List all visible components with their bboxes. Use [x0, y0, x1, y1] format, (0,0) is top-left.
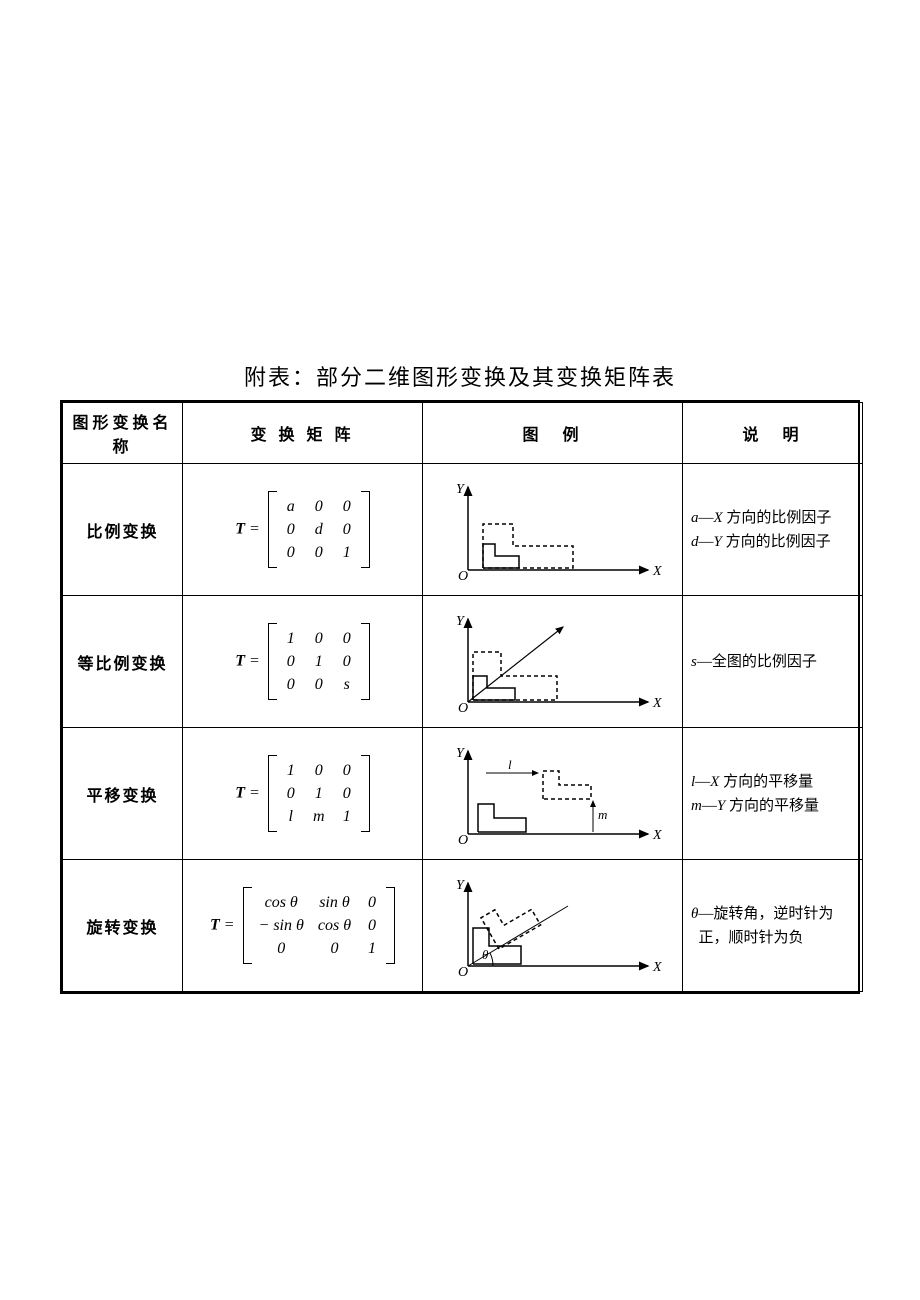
- svg-text:Y: Y: [456, 878, 466, 893]
- svg-text:X: X: [652, 564, 662, 579]
- row-matrix: T = a000d0001: [183, 464, 423, 596]
- row-figure: O X Y θ: [423, 860, 683, 992]
- row-desc: θ—旋转角，逆时针为 正，顺时针为负: [683, 860, 863, 992]
- svg-text:l: l: [508, 757, 512, 772]
- transform-table: 图形变换名称 变 换 矩 阵 图 例 说 明 比例变换 T = a000d000…: [60, 400, 860, 994]
- svg-text:O: O: [458, 701, 468, 716]
- table-row: 旋转变换 T = cos θsin θ0− sin θcos θ0001 O X…: [63, 860, 863, 992]
- svg-text:O: O: [458, 833, 468, 848]
- table-title: 附表：部分二维图形变换及其变换矩阵表: [0, 360, 920, 392]
- row-matrix: T = 10001000s: [183, 596, 423, 728]
- col-header-matrix: 变 换 矩 阵: [183, 403, 423, 464]
- row-name: 等比例变换: [63, 596, 183, 728]
- row-name: 比例变换: [63, 464, 183, 596]
- col-header-desc: 说 明: [683, 403, 863, 464]
- table-row: 平移变换 T = 100010lm1 O X Y l m l—X 方向的平移量m—…: [63, 728, 863, 860]
- row-figure: O X Y: [423, 464, 683, 596]
- svg-text:θ: θ: [482, 947, 489, 962]
- row-desc: l—X 方向的平移量m—Y 方向的平移量: [683, 728, 863, 860]
- svg-text:Y: Y: [456, 746, 466, 761]
- col-header-figure: 图 例: [423, 403, 683, 464]
- row-desc: a—X 方向的比例因子d—Y 方向的比例因子: [683, 464, 863, 596]
- row-figure: O X Y: [423, 596, 683, 728]
- svg-text:O: O: [458, 965, 468, 980]
- svg-text:Y: Y: [456, 614, 466, 629]
- row-matrix: T = 100010lm1: [183, 728, 423, 860]
- row-name: 平移变换: [63, 728, 183, 860]
- svg-text:X: X: [652, 960, 662, 975]
- svg-text:X: X: [652, 828, 662, 843]
- row-matrix: T = cos θsin θ0− sin θcos θ0001: [183, 860, 423, 992]
- row-figure: O X Y l m: [423, 728, 683, 860]
- col-header-name: 图形变换名称: [63, 403, 183, 464]
- svg-text:Y: Y: [456, 482, 466, 497]
- row-name: 旋转变换: [63, 860, 183, 992]
- svg-text:X: X: [652, 696, 662, 711]
- svg-text:O: O: [458, 569, 468, 584]
- table-row: 比例变换 T = a000d0001 O X Y a—X 方向的比例因子d—Y …: [63, 464, 863, 596]
- svg-text:m: m: [598, 807, 607, 822]
- table-row: 等比例变换 T = 10001000s O X Y s—全图的比例因子: [63, 596, 863, 728]
- row-desc: s—全图的比例因子: [683, 596, 863, 728]
